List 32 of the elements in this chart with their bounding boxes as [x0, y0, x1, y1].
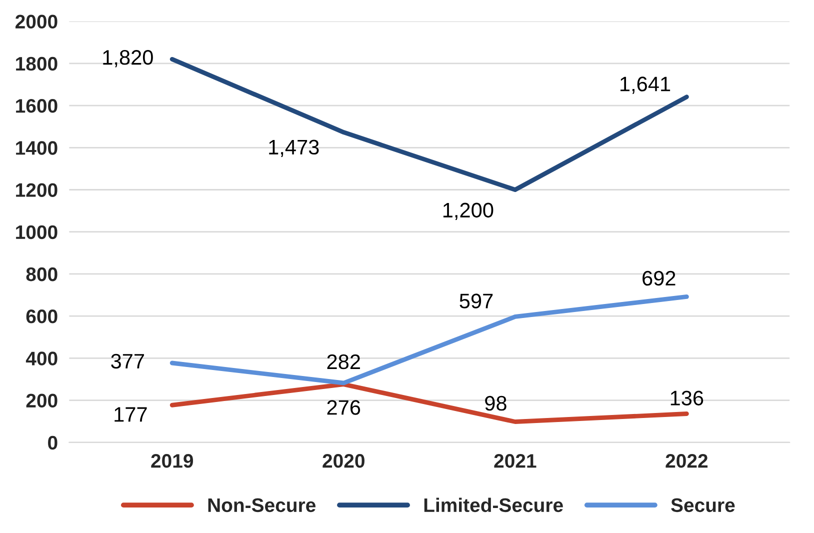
data-label: 597 [460, 294, 493, 308]
y-tick-label: 400 [26, 352, 58, 366]
y-tick-label: 800 [26, 267, 58, 282]
legend-label: Limited-Secure [424, 498, 563, 512]
data-label: 1,473 [269, 140, 319, 157]
legend-label: Secure [671, 498, 735, 512]
data-label: 136 [670, 390, 704, 406]
data-label: 98 [485, 396, 506, 411]
y-tick-label: 200 [26, 394, 58, 408]
y-tick-label: 600 [26, 310, 58, 324]
y-tick-label: 1400 [16, 141, 58, 155]
x-tick-label: 2022 [666, 454, 708, 468]
data-label: 276 [327, 400, 360, 415]
line-series [170, 294, 689, 386]
data-label: 1,641 [620, 76, 670, 94]
data-label: 1,820 [103, 50, 153, 68]
y-tick-label: 2000 [16, 14, 58, 29]
data-label: 282 [327, 354, 360, 370]
x-tick-label: 2020 [322, 454, 364, 468]
y-tick-label: 1000 [16, 225, 58, 240]
y-tick-label: 1600 [16, 99, 58, 113]
line-series [170, 56, 689, 192]
y-tick-label: 1800 [16, 56, 58, 71]
x-tick-label: 2021 [494, 454, 536, 468]
data-label: 177 [114, 407, 147, 422]
data-label: 692 [642, 270, 676, 286]
legend-label: Non-Secure [208, 498, 316, 512]
y-tick-label: 1200 [16, 183, 58, 197]
x-tick-label: 2019 [151, 454, 194, 468]
data-label: 377 [111, 354, 144, 369]
data-label: 1,200 [443, 202, 494, 220]
y-tick-label: 0 [48, 436, 58, 450]
